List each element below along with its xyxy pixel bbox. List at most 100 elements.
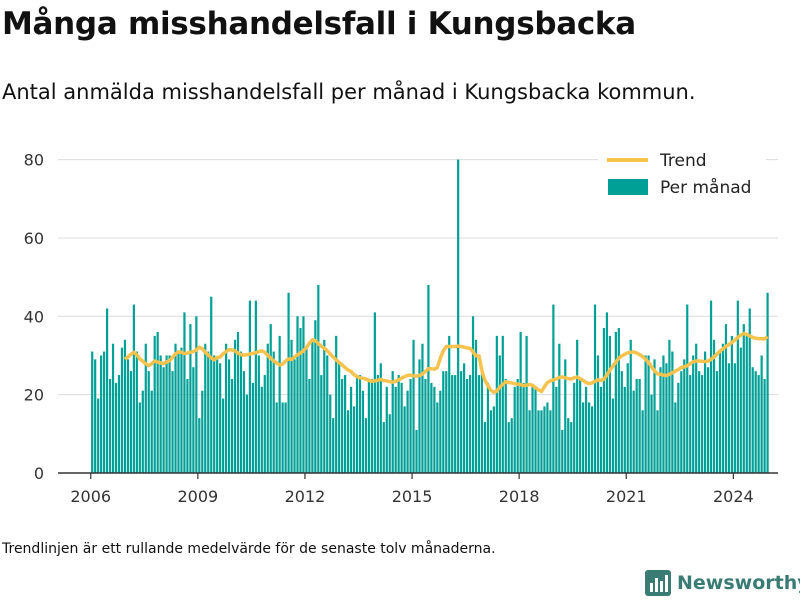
legend-bar-label: Per månad [660, 177, 751, 198]
bar [442, 371, 445, 473]
bar [513, 386, 516, 473]
bar [91, 351, 94, 473]
bar [373, 312, 376, 473]
bar [278, 335, 281, 473]
bar [207, 351, 210, 473]
chart-title: Många misshandelsfall i Kungsbacka [2, 6, 636, 42]
bar-series [91, 159, 769, 473]
bar [656, 410, 659, 473]
bar [150, 390, 153, 473]
brand-logo[interactable]: Newsworthy [645, 568, 800, 598]
bar [254, 300, 257, 473]
bar [584, 386, 588, 473]
bar [323, 339, 326, 473]
x-axis-ticks: 2006 2009 2012 2015 2018 2021 2024 [70, 473, 754, 506]
bar [712, 339, 716, 473]
bar [460, 371, 463, 473]
bar [457, 159, 460, 473]
bar [97, 398, 100, 473]
bar [480, 367, 484, 473]
bar [632, 390, 635, 473]
bar [695, 343, 698, 473]
bar [465, 378, 469, 473]
bar [424, 378, 427, 473]
bar [320, 375, 323, 473]
bar [534, 386, 537, 473]
bar [540, 410, 543, 473]
bar [489, 410, 492, 473]
bar [451, 375, 454, 473]
bar [132, 304, 135, 473]
bar [564, 359, 567, 473]
bar [367, 378, 371, 473]
bar [275, 402, 278, 473]
bar [686, 304, 689, 473]
bar [421, 343, 424, 473]
bar [290, 339, 293, 473]
bar [445, 371, 448, 473]
bar [284, 402, 287, 473]
bar [123, 339, 127, 473]
bar [281, 402, 284, 473]
x-tick-label: 2024 [713, 487, 754, 506]
bar [385, 386, 388, 473]
bar [510, 418, 513, 473]
bar [504, 378, 507, 473]
bar [171, 371, 174, 473]
bar [498, 355, 501, 473]
bar [332, 418, 335, 473]
bar [706, 367, 710, 473]
bar [721, 343, 725, 473]
bar [522, 382, 525, 473]
brand-name: Newsworthy [677, 572, 800, 594]
bar [474, 339, 478, 473]
bar [590, 406, 594, 473]
bar [516, 378, 519, 473]
bar [567, 418, 570, 473]
bar [742, 324, 745, 473]
bar [525, 335, 528, 473]
bar [680, 371, 683, 473]
chart-area: 2006 2009 2012 2015 2018 2021 2024 0 20 40 60 80 T… [23, 150, 778, 506]
bar [248, 300, 252, 473]
x-tick-label: 2006 [70, 487, 111, 506]
bar [608, 335, 612, 473]
bar [311, 339, 314, 473]
bar [439, 390, 442, 473]
bar [698, 371, 701, 473]
bar [409, 378, 412, 473]
bar [370, 378, 373, 473]
bar [436, 402, 439, 473]
bar [757, 375, 760, 473]
bar [754, 371, 757, 473]
bar [549, 410, 552, 473]
bar [222, 398, 225, 473]
bar [718, 351, 722, 473]
y-tick-label: 40 [24, 307, 44, 326]
bar [561, 429, 564, 473]
bar [394, 386, 397, 473]
bar [382, 422, 385, 473]
bar [763, 378, 766, 473]
trend-line [123, 331, 769, 395]
bar [724, 324, 728, 473]
x-tick-label: 2015 [392, 487, 433, 506]
bar [135, 351, 138, 473]
bar [635, 378, 638, 473]
bar [105, 308, 109, 473]
bar [192, 367, 195, 473]
bar [129, 371, 132, 473]
bar [114, 382, 118, 473]
bar [463, 363, 466, 473]
bar [701, 375, 704, 473]
bar [552, 304, 555, 473]
bar [388, 414, 391, 473]
bar [180, 347, 183, 473]
bar [626, 363, 629, 473]
bar [593, 304, 597, 473]
chart-subtitle: Antal anmälda misshandelsfall per månad … [2, 80, 696, 104]
bar [153, 335, 156, 473]
bar [587, 402, 591, 473]
bar [528, 410, 531, 473]
bar [471, 316, 475, 473]
